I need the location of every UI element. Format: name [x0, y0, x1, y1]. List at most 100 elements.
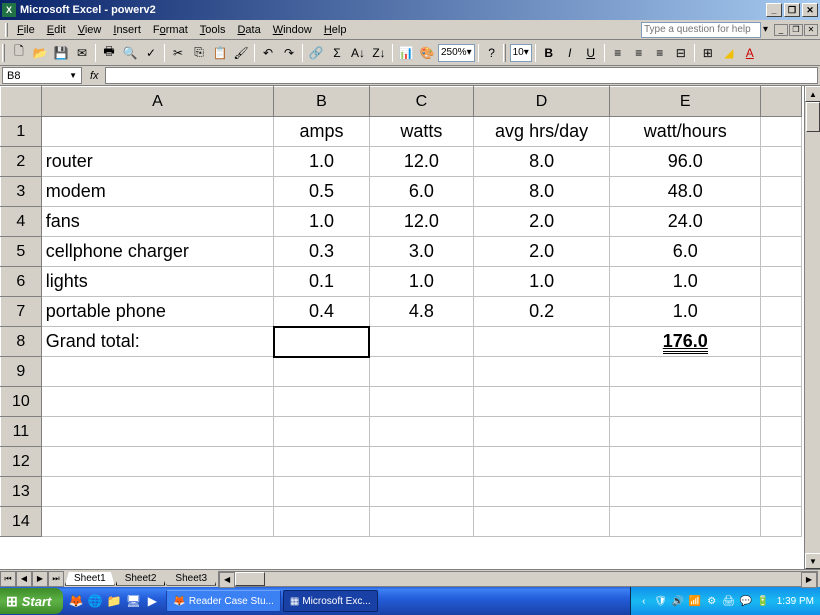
row-header[interactable]: 3 [1, 177, 42, 207]
spell-icon[interactable]: ✓ [141, 43, 161, 63]
media-icon[interactable]: ▶ [143, 591, 161, 611]
minimize-button[interactable]: _ [766, 3, 782, 17]
row-header[interactable]: 13 [1, 477, 42, 507]
taskbar-clock[interactable]: 1:39 PM [777, 596, 814, 607]
sheet-tab-2[interactable]: Sheet2 [116, 572, 166, 586]
tray-icon[interactable]: ⚙ [705, 594, 719, 608]
toolbar-grip[interactable] [2, 44, 5, 62]
tab-nav-prev[interactable]: ◀ [16, 571, 32, 587]
table-row[interactable]: 11 [1, 417, 802, 447]
explorer-icon[interactable]: 📁 [105, 591, 123, 611]
menu-view[interactable]: View [72, 22, 108, 38]
help-icon[interactable]: ? [482, 43, 502, 63]
row-header[interactable]: 4 [1, 207, 42, 237]
row-header[interactable]: 11 [1, 417, 42, 447]
mail-icon[interactable]: ✉ [72, 43, 92, 63]
menu-edit[interactable]: Edit [41, 22, 72, 38]
format-toolbar-grip[interactable] [503, 44, 506, 62]
scroll-down-button[interactable]: ▼ [805, 553, 820, 569]
row-header[interactable]: 8 [1, 327, 42, 357]
drawing-icon[interactable]: 🎨 [417, 43, 437, 63]
tray-expand-icon[interactable]: ‹ [637, 594, 651, 608]
menu-tools[interactable]: Tools [194, 22, 232, 38]
open-icon[interactable]: 📂 [30, 43, 50, 63]
table-row[interactable]: 14 [1, 507, 802, 537]
scroll-up-button[interactable]: ▲ [805, 86, 820, 102]
row-header[interactable]: 10 [1, 387, 42, 417]
table-row[interactable]: 1 amps watts avg hrs/day watt/hours [1, 117, 802, 147]
menu-help[interactable]: Help [318, 22, 353, 38]
col-header-a[interactable]: A [41, 87, 273, 117]
table-row[interactable]: 12 [1, 447, 802, 477]
menu-insert[interactable]: Insert [107, 22, 147, 38]
align-right-icon[interactable]: ≡ [650, 43, 670, 63]
table-row[interactable]: 5 cellphone charger0.33.0 2.06.0 [1, 237, 802, 267]
firefox-icon[interactable]: 🦊 [67, 591, 85, 611]
cut-icon[interactable]: ✂ [168, 43, 188, 63]
font-color-icon[interactable]: A [740, 43, 760, 63]
table-row[interactable]: 9 [1, 357, 802, 387]
align-center-icon[interactable]: ≡ [629, 43, 649, 63]
hscroll-thumb[interactable] [235, 572, 265, 586]
tray-icon[interactable]: 📶 [688, 594, 702, 608]
row-header[interactable]: 1 [1, 117, 42, 147]
fontsize-select[interactable]: 10 ▾ [510, 44, 532, 62]
merge-icon[interactable]: ⊟ [671, 43, 691, 63]
borders-icon[interactable]: ⊞ [698, 43, 718, 63]
scroll-thumb[interactable] [806, 102, 820, 132]
grand-total-row[interactable]: 8 Grand total: 176.0 [1, 327, 802, 357]
menu-file[interactable]: File [11, 22, 41, 38]
table-row[interactable]: 7 portable phone0.44.8 0.21.0 [1, 297, 802, 327]
help-dropdown-icon[interactable]: ▾ [763, 24, 768, 35]
horizontal-scrollbar[interactable]: ◀ ▶ [218, 571, 818, 587]
print-icon[interactable]: 🖶 [99, 43, 119, 63]
tray-icon[interactable]: 🛡 [654, 594, 668, 608]
preview-icon[interactable]: 🔍 [120, 43, 140, 63]
tray-icon[interactable]: 🖨 [722, 594, 736, 608]
undo-icon[interactable]: ↶ [258, 43, 278, 63]
menu-grip[interactable] [5, 23, 8, 37]
row-header[interactable]: 2 [1, 147, 42, 177]
table-row[interactable]: 13 [1, 477, 802, 507]
sheet-tab-1[interactable]: Sheet1 [65, 572, 115, 586]
table-row[interactable]: 2 router1.012.0 8.096.0 [1, 147, 802, 177]
taskbar-app-button[interactable]: 🦊Reader Case Stu... [166, 590, 281, 612]
table-row[interactable]: 4 fans1.012.0 2.024.0 [1, 207, 802, 237]
tab-nav-first[interactable]: ⏮ [0, 571, 16, 587]
col-header-e[interactable]: E [610, 87, 761, 117]
table-row[interactable]: 10 [1, 387, 802, 417]
close-button[interactable]: ✕ [802, 3, 818, 17]
tab-nav-last[interactable]: ⏭ [48, 571, 64, 587]
tab-nav-next[interactable]: ▶ [32, 571, 48, 587]
sort-desc-icon[interactable]: Z↓ [369, 43, 389, 63]
menu-window[interactable]: Window [267, 22, 318, 38]
row-header[interactable]: 12 [1, 447, 42, 477]
menu-format[interactable]: Format [147, 22, 194, 38]
doc-restore-button[interactable]: ❐ [789, 24, 803, 36]
row-header[interactable]: 14 [1, 507, 42, 537]
chart-icon[interactable]: 📊 [396, 43, 416, 63]
italic-icon[interactable]: I [560, 43, 580, 63]
hscroll-left-button[interactable]: ◀ [219, 572, 235, 588]
doc-minimize-button[interactable]: _ [774, 24, 788, 36]
autosum-icon[interactable]: Σ [327, 43, 347, 63]
vertical-scrollbar[interactable]: ▲ ▼ [804, 86, 820, 569]
tray-icon[interactable]: 🔊 [671, 594, 685, 608]
bold-icon[interactable]: B [539, 43, 559, 63]
col-header-c[interactable]: C [369, 87, 473, 117]
underline-icon[interactable]: U [581, 43, 601, 63]
menu-data[interactable]: Data [231, 22, 266, 38]
formula-input[interactable] [105, 67, 818, 84]
align-left-icon[interactable]: ≡ [608, 43, 628, 63]
paste-icon[interactable]: 📋 [210, 43, 230, 63]
taskbar-app-button[interactable]: ▦Microsoft Exc... [283, 590, 378, 612]
sort-asc-icon[interactable]: A↓ [348, 43, 368, 63]
table-row[interactable]: 3 modem0.56.0 8.048.0 [1, 177, 802, 207]
col-header-f[interactable] [761, 87, 802, 117]
sheet-tab-3[interactable]: Sheet3 [166, 572, 216, 586]
maximize-button[interactable]: ❐ [784, 3, 800, 17]
copy-icon[interactable]: ⎘ [189, 43, 209, 63]
new-icon[interactable]: 🗋 [9, 43, 29, 63]
row-header[interactable]: 6 [1, 267, 42, 297]
redo-icon[interactable]: ↷ [279, 43, 299, 63]
